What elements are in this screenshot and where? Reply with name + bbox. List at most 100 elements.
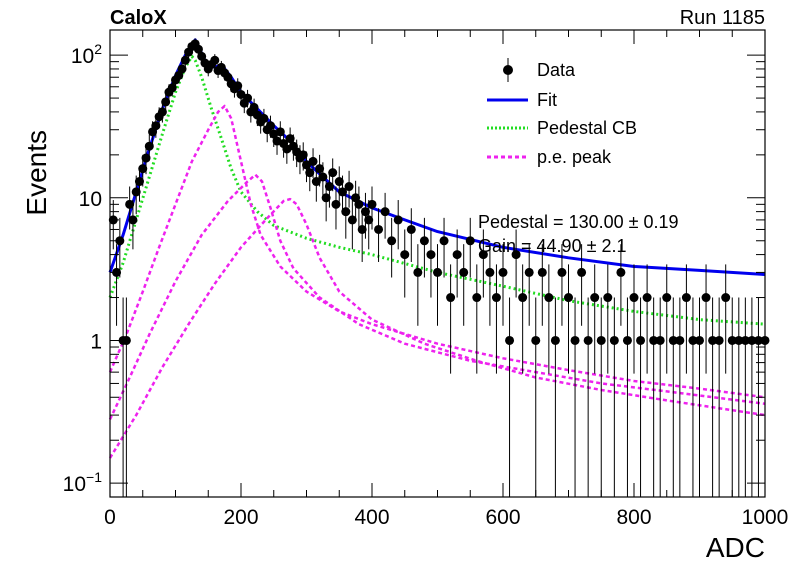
data-marker — [275, 127, 285, 137]
data-marker — [311, 177, 321, 187]
data-marker — [360, 207, 370, 217]
data-marker — [210, 55, 220, 65]
data-marker — [629, 293, 639, 303]
data-marker — [161, 97, 171, 107]
pedestal-fit-result: Pedestal = 130.00 ± 0.19 — [478, 212, 679, 232]
legend-label-data: Data — [537, 60, 576, 80]
data-point-77 — [360, 192, 370, 239]
data-point-116 — [609, 297, 619, 497]
data-point-46 — [259, 108, 269, 130]
data-point-79 — [367, 186, 377, 230]
data-point-129 — [695, 297, 704, 497]
legend-item-fit: Fit — [487, 90, 557, 110]
data-marker — [331, 199, 341, 209]
data-marker — [485, 267, 495, 277]
data-marker — [695, 335, 704, 345]
data-marker — [439, 236, 449, 246]
data-marker — [727, 335, 737, 345]
data-point-133 — [721, 264, 731, 374]
data-marker — [265, 121, 275, 131]
data-point-85 — [406, 208, 416, 262]
data-marker — [701, 293, 711, 303]
data-marker — [688, 335, 698, 345]
data-marker — [491, 293, 501, 303]
data-point-66 — [324, 170, 334, 208]
data-marker — [324, 182, 334, 192]
data-point-123 — [655, 297, 665, 497]
data-marker — [285, 134, 295, 144]
data-marker — [393, 215, 403, 225]
data-point-21 — [177, 62, 187, 77]
x-tick-label: 200 — [223, 506, 258, 529]
data-point-100 — [505, 297, 515, 497]
data-point-68 — [331, 186, 341, 230]
legend-item-pedestal: Pedestal CB — [487, 118, 637, 138]
data-marker — [570, 335, 580, 345]
data-point-22 — [180, 54, 190, 68]
data-point-41 — [243, 89, 253, 108]
data-marker — [511, 250, 521, 260]
data-point-103 — [524, 244, 534, 326]
data-point-16 — [161, 93, 171, 112]
data-point-31 — [210, 54, 220, 68]
data-marker — [550, 335, 560, 345]
data-marker — [321, 193, 331, 203]
data-marker — [636, 335, 646, 345]
axis-ticks-layer: 0 200 400 600 800 1000 102 10 1 10−1 — [63, 30, 788, 529]
data-marker — [131, 187, 141, 197]
data-marker — [472, 293, 482, 303]
data-point-15 — [157, 102, 167, 123]
data-point-131 — [708, 297, 718, 497]
data-point-73 — [347, 200, 357, 250]
data-marker — [681, 293, 691, 303]
data-marker — [734, 335, 744, 345]
data-point-61 — [308, 148, 318, 179]
data-marker — [740, 335, 750, 345]
data-marker — [577, 267, 587, 277]
gain-fit-result: Gain = 44.90 ± 2.1 — [478, 236, 626, 256]
data-point-101 — [511, 229, 521, 298]
data-marker — [357, 224, 367, 234]
data-marker — [609, 335, 619, 345]
data-marker — [259, 113, 269, 123]
data-point-120 — [636, 297, 646, 497]
data-point-108 — [557, 244, 567, 326]
data-point-117 — [616, 244, 626, 326]
data-point-122 — [649, 297, 659, 497]
data-point-87 — [419, 217, 429, 278]
data-marker — [714, 335, 724, 345]
data-point-71 — [341, 192, 351, 239]
data-marker — [249, 102, 259, 112]
data-marker — [622, 335, 632, 345]
data-marker — [498, 267, 508, 277]
data-marker — [387, 236, 397, 246]
data-marker — [649, 335, 659, 345]
data-marker — [141, 153, 151, 163]
data-point-106 — [544, 264, 554, 374]
x-tick-label: 400 — [354, 506, 389, 529]
data-marker — [446, 293, 456, 303]
data-point-69 — [334, 166, 344, 202]
data-marker — [426, 250, 436, 260]
data-marker — [197, 51, 207, 61]
data-marker — [433, 267, 442, 277]
data-marker — [318, 172, 328, 182]
data-point-134 — [727, 297, 737, 497]
data-point-8 — [134, 166, 144, 202]
data-point-96 — [478, 229, 488, 298]
y-tick-label: 10−1 — [63, 469, 103, 496]
series-curve-4 — [108, 173, 766, 420]
data-marker — [233, 81, 243, 91]
y-axis-title: Events — [21, 130, 52, 216]
data-point-105 — [537, 244, 547, 326]
data-marker — [180, 55, 190, 65]
data-marker — [505, 335, 515, 345]
data-point-11 — [144, 134, 154, 161]
data-point-63 — [315, 154, 325, 187]
data-point-119 — [629, 264, 639, 374]
data-marker — [452, 250, 462, 260]
data-point-102 — [518, 264, 528, 374]
x-axis-title: ADC — [706, 532, 765, 563]
